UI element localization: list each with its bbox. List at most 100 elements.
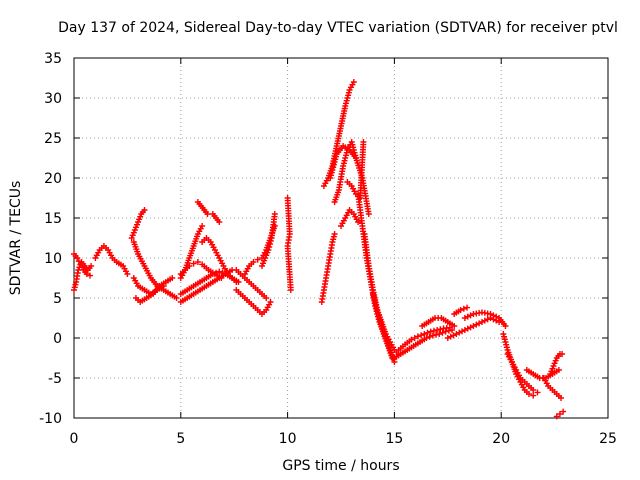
data-point <box>461 327 468 333</box>
data-point <box>429 332 436 339</box>
data-point <box>442 328 449 335</box>
data-point <box>437 326 444 333</box>
data-point <box>464 304 471 311</box>
x-axis-label: GPS time / hours <box>282 458 399 474</box>
data-point <box>267 238 274 244</box>
y-tick-label: 10 <box>44 251 62 267</box>
data-point <box>263 295 270 301</box>
data-point <box>459 328 466 335</box>
y-tick-label: 35 <box>44 51 62 67</box>
data-point <box>433 331 440 338</box>
data-point <box>439 329 446 336</box>
data-point <box>467 312 474 319</box>
chart-title: Day 137 of 2024, Sidereal Day-to-day VTE… <box>58 20 618 36</box>
data-point <box>173 295 180 301</box>
data-point <box>525 391 532 397</box>
data-point <box>83 271 90 277</box>
data-point <box>464 325 471 332</box>
y-tick-label: -5 <box>48 371 62 387</box>
data-point <box>266 244 273 250</box>
data-point <box>250 259 257 265</box>
data-point <box>430 327 437 334</box>
data-point <box>484 316 491 323</box>
x-tick-label: 25 <box>599 431 617 447</box>
data-point <box>194 259 201 265</box>
data-point <box>365 211 372 217</box>
data-points <box>71 79 567 420</box>
data-point <box>427 328 434 335</box>
data-point <box>478 319 485 325</box>
y-tick-label: -10 <box>39 411 62 427</box>
x-tick-label: 0 <box>70 431 79 447</box>
data-point <box>233 279 240 285</box>
data-point <box>436 331 443 337</box>
data-point <box>470 323 477 329</box>
data-point <box>265 247 272 253</box>
data-point <box>476 320 483 327</box>
x-axis-ticks: 0 5 10 15 20 25 <box>70 58 617 447</box>
data-point <box>287 287 294 293</box>
data-point <box>453 331 460 337</box>
y-tick-label: 5 <box>53 291 62 307</box>
y-axis-label: SDTVAR / TECUs <box>8 181 24 296</box>
data-point <box>408 336 415 343</box>
y-tick-label: 25 <box>44 131 62 147</box>
data-point <box>331 231 338 237</box>
y-axis-ticks: -10 -5 0 5 10 15 20 25 30 35 <box>39 51 608 427</box>
data-point <box>444 335 451 341</box>
data-point <box>447 333 454 340</box>
data-point <box>434 327 441 333</box>
data-point <box>360 139 367 145</box>
data-point <box>467 324 474 331</box>
data-point <box>254 256 261 263</box>
data-point <box>418 332 425 339</box>
data-point <box>74 255 81 261</box>
y-tick-label: 20 <box>44 171 62 187</box>
data-point <box>271 211 278 217</box>
grid-lines <box>74 58 608 418</box>
data-point <box>473 321 480 328</box>
data-point <box>456 329 463 336</box>
data-point <box>556 411 563 417</box>
x-tick-label: 5 <box>176 431 185 447</box>
data-point <box>219 269 226 276</box>
data-point <box>266 241 273 247</box>
data-point <box>350 79 357 85</box>
data-point <box>502 323 509 329</box>
data-point <box>560 408 567 415</box>
data-point <box>87 272 94 279</box>
data-point <box>423 335 430 341</box>
data-point <box>534 389 541 396</box>
x-tick-label: 15 <box>385 431 403 447</box>
data-point <box>530 387 537 393</box>
x-tick-label: 10 <box>279 431 297 447</box>
data-point <box>190 260 197 267</box>
data-point <box>481 317 488 324</box>
data-point <box>213 269 220 276</box>
data-point <box>421 331 428 337</box>
data-point <box>464 313 471 320</box>
y-tick-label: 30 <box>44 91 62 107</box>
data-point <box>352 155 359 161</box>
data-point <box>169 275 176 281</box>
data-point <box>558 395 565 401</box>
plot-frame <box>73 57 609 419</box>
y-tick-label: 15 <box>44 211 62 227</box>
y-tick-label: 0 <box>53 331 62 347</box>
data-point <box>75 258 82 265</box>
data-point <box>355 219 362 225</box>
data-point <box>450 332 457 339</box>
x-tick-label: 20 <box>492 431 510 447</box>
data-point <box>199 223 206 229</box>
data-point <box>457 307 464 313</box>
data-point <box>414 333 421 340</box>
data-point <box>141 207 148 213</box>
data-point <box>530 392 537 399</box>
data-point <box>204 211 211 217</box>
data-point <box>216 219 223 225</box>
data-point <box>124 271 131 277</box>
data-point <box>451 323 458 329</box>
data-point <box>411 335 418 341</box>
data-point <box>461 315 468 321</box>
